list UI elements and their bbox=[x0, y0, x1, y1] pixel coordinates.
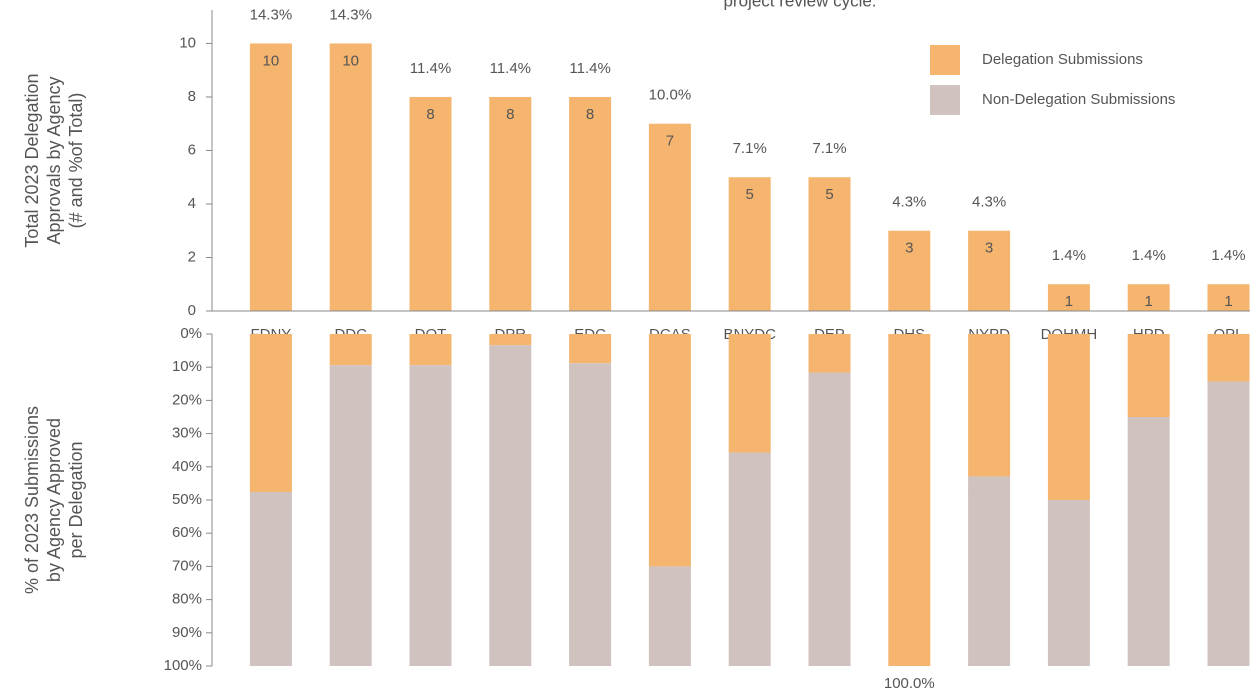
legend-label: Delegation Submissions bbox=[982, 51, 1143, 68]
y-tick-label: 60% bbox=[172, 524, 202, 541]
bar-percent-label: 1.4% bbox=[1132, 247, 1166, 264]
bar-percent-label: 14.3% bbox=[250, 6, 293, 23]
y-axis-title: Approvals by Agency bbox=[44, 76, 64, 244]
bar-segment bbox=[409, 334, 452, 366]
bar bbox=[489, 96, 532, 311]
bar bbox=[249, 43, 292, 311]
legend-swatch bbox=[930, 45, 960, 75]
y-tick-label: 0% bbox=[180, 325, 202, 342]
y-tick-label: 10% bbox=[172, 358, 202, 375]
y-tick-label: 80% bbox=[172, 591, 202, 608]
bar bbox=[728, 177, 771, 311]
y-tick-label: 0 bbox=[188, 302, 196, 319]
bar-segment bbox=[249, 492, 292, 666]
bar bbox=[409, 96, 452, 311]
bar bbox=[1207, 284, 1250, 311]
bar bbox=[329, 43, 372, 311]
y-axis-title: % of 2023 Submissions bbox=[22, 406, 42, 594]
y-tick-label: 2 bbox=[188, 248, 196, 265]
bar-segment bbox=[569, 363, 612, 666]
bar-percent-label: 11.4% bbox=[569, 60, 610, 77]
bar-segment bbox=[968, 334, 1011, 477]
bar-count-label: 8 bbox=[506, 106, 514, 123]
y-tick-label: 50% bbox=[172, 491, 202, 508]
bar-segment bbox=[1207, 334, 1250, 382]
legend-swatch bbox=[930, 85, 960, 115]
bar-segment bbox=[569, 334, 612, 364]
bar-count-label: 5 bbox=[746, 186, 754, 203]
bar-percent-label: 14.3% bbox=[329, 6, 372, 23]
y-tick-label: 20% bbox=[172, 391, 202, 408]
bar-segment bbox=[728, 452, 771, 666]
bar-segment bbox=[489, 345, 532, 666]
bar-segment bbox=[1047, 500, 1090, 666]
bar-percent-label: 10.0% bbox=[649, 87, 692, 104]
y-axis-title: per Delegation bbox=[66, 441, 86, 558]
y-tick-label: 30% bbox=[172, 425, 202, 442]
bar-percent-label: 11.4% bbox=[410, 60, 451, 77]
bar-segment bbox=[808, 334, 851, 373]
bar-segment bbox=[329, 365, 372, 666]
bar-segment bbox=[648, 334, 691, 567]
bar-segment bbox=[648, 566, 691, 666]
bar bbox=[1127, 284, 1170, 311]
bar-segment bbox=[1207, 381, 1250, 666]
bar-count-label: 8 bbox=[586, 106, 594, 123]
bar-label: 100.0% bbox=[884, 675, 935, 692]
bar-segment bbox=[329, 334, 372, 366]
y-axis-title: (# and %of Total) bbox=[66, 93, 86, 229]
y-tick-label: 8 bbox=[188, 88, 196, 105]
bar bbox=[968, 230, 1011, 311]
y-axis-title: by Agency Approved bbox=[44, 418, 64, 582]
bar-count-label: 10 bbox=[263, 52, 280, 69]
bar-segment bbox=[409, 365, 452, 666]
bar-count-label: 7 bbox=[666, 133, 674, 150]
bar-segment bbox=[1047, 334, 1090, 500]
bar-percent-label: 7.1% bbox=[733, 140, 767, 157]
bar-count-label: 10 bbox=[342, 52, 359, 69]
bar bbox=[808, 177, 851, 311]
bar bbox=[888, 230, 931, 311]
y-tick-label: 6 bbox=[188, 141, 196, 158]
bar-percent-label: 1.4% bbox=[1052, 247, 1086, 264]
bar-count-label: 1 bbox=[1145, 293, 1153, 310]
bar-segment bbox=[728, 334, 771, 453]
bar-count-label: 8 bbox=[426, 106, 434, 123]
bar-percent-label: 4.3% bbox=[892, 194, 926, 211]
bar-percent-label: 4.3% bbox=[972, 194, 1006, 211]
y-tick-label: 40% bbox=[172, 458, 202, 475]
bar-count-label: 1 bbox=[1224, 293, 1232, 310]
bar-count-label: 1 bbox=[1065, 293, 1073, 310]
bar-segment bbox=[888, 334, 931, 666]
annotation: project review cycle. bbox=[723, 0, 876, 10]
bar-percent-label: 11.4% bbox=[490, 60, 531, 77]
bar-segment bbox=[1127, 417, 1170, 666]
bar-count-label: 3 bbox=[985, 240, 993, 257]
bar-segment bbox=[249, 334, 292, 493]
bar-percent-label: 1.4% bbox=[1211, 247, 1245, 264]
bar-segment bbox=[808, 372, 851, 666]
y-axis-title: Total 2023 Delegation bbox=[22, 73, 42, 247]
y-tick-label: 90% bbox=[172, 624, 202, 641]
bar bbox=[648, 123, 691, 311]
y-tick-label: 70% bbox=[172, 557, 202, 574]
bar-segment bbox=[489, 334, 532, 346]
y-tick-label: 4 bbox=[188, 195, 196, 212]
bar bbox=[1047, 284, 1090, 311]
bar-count-label: 3 bbox=[905, 240, 913, 257]
bar-segment bbox=[1127, 334, 1170, 417]
legend-label: Non-Delegation Submissions bbox=[982, 91, 1175, 108]
bar bbox=[569, 96, 612, 311]
bar-count-label: 5 bbox=[825, 186, 833, 203]
bar-percent-label: 7.1% bbox=[812, 140, 846, 157]
bar-segment bbox=[968, 476, 1011, 666]
y-tick-label: 100% bbox=[164, 657, 202, 674]
y-tick-label: 10 bbox=[179, 34, 196, 51]
